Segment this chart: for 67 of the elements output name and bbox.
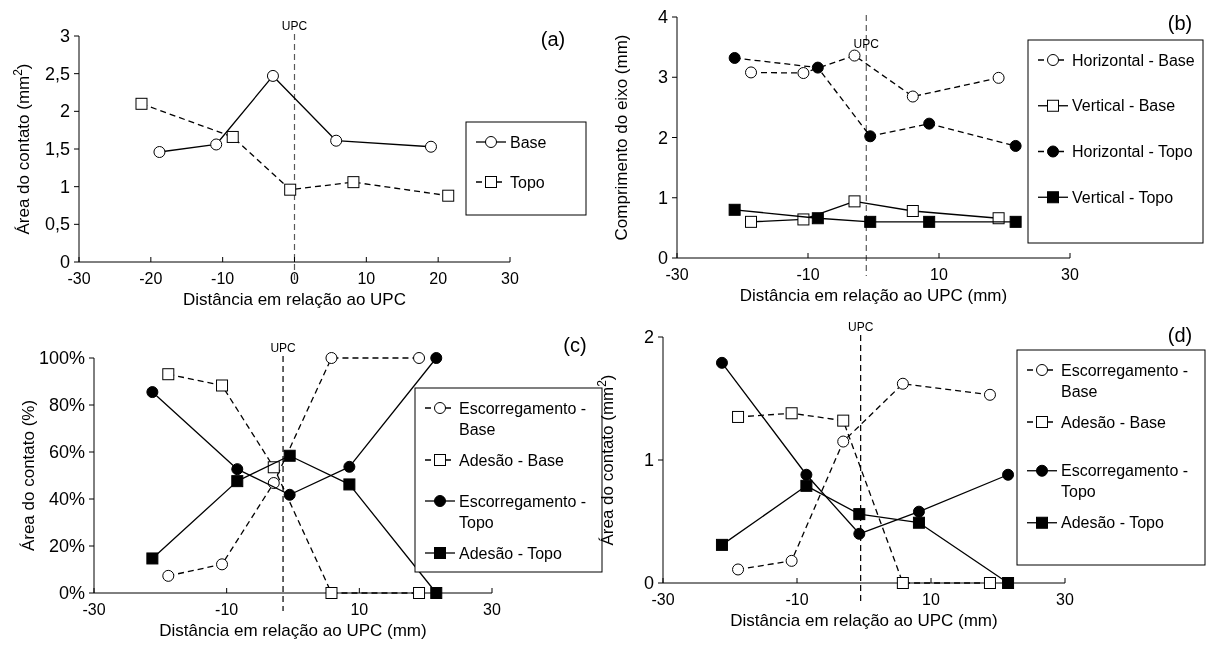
x-tick-label: 20 <box>429 270 448 287</box>
legend-label: Escorregamento - Base <box>1061 361 1189 400</box>
text: (c) <box>563 334 587 356</box>
legend-label: Base <box>510 133 547 151</box>
y-tick-label: 100% <box>38 348 85 368</box>
legend-label: Adesão - Base <box>459 451 565 469</box>
ref-line-label: UPC <box>847 320 874 334</box>
y-tick-label: 0 <box>643 573 654 593</box>
ref-line-label: UPC <box>281 19 308 33</box>
x-tick-label: 10 <box>357 270 376 287</box>
x-tick-label: -10 <box>215 601 239 618</box>
x-tick-label: 30 <box>483 601 501 618</box>
text: (b) <box>1167 12 1193 34</box>
ref-line-label: UPC <box>270 341 297 355</box>
y-tick-label: 60% <box>48 442 85 462</box>
y-tick-label: 0% <box>58 583 85 603</box>
x-tick-label: 10 <box>350 601 369 618</box>
legend-label: Escorregamento - Topo <box>1061 462 1189 501</box>
x-tick-label: -10 <box>796 266 820 283</box>
y-tick-label: 2 <box>59 101 70 122</box>
x-tick-label: -10 <box>785 591 809 608</box>
legend-label: Adesão - Base <box>1061 413 1167 431</box>
legend-label: Escorregamento - Base <box>459 399 587 438</box>
legend-label: Vertical - Topo <box>1072 188 1174 206</box>
x-tick-label: -30 <box>82 601 106 618</box>
y-tick-label: 80% <box>48 395 85 415</box>
x-tick-label: 10 <box>930 266 948 283</box>
y-axis-title: Comprimento do eixo (mm) <box>612 34 631 241</box>
x-tick-label: -20 <box>139 270 163 287</box>
y-tick-label: 3 <box>657 67 668 88</box>
x-axis-title: Distância em relação ao UPC (mm) <box>730 611 998 630</box>
y-tick-label: 1,5 <box>44 139 70 159</box>
legend-label: Vertical - Base <box>1072 97 1176 115</box>
y-tick-label: 20% <box>48 536 85 556</box>
y-tick-label: 0,5 <box>44 214 70 235</box>
y-tick-label: 1 <box>643 450 654 470</box>
x-axis-title: Distância em relação ao UPC <box>183 290 406 309</box>
y-tick-label: 4 <box>657 7 668 27</box>
text: (d) <box>1167 324 1193 346</box>
x-axis-title: Distância em relação ao UPC (mm) <box>739 286 1008 305</box>
x-tick-label: 10 <box>922 591 940 608</box>
x-axis-title: Distância em relação ao UPC (mm) <box>159 621 427 640</box>
ref-line-label: UPC <box>853 37 880 51</box>
y-tick-label: 2 <box>657 127 668 148</box>
x-tick-label: -10 <box>211 270 235 287</box>
x-tick-label: -30 <box>67 270 91 287</box>
legend-label: Horizontal - Base <box>1072 51 1195 69</box>
y-tick-label: 2,5 <box>44 63 70 84</box>
x-tick-label: 30 <box>501 270 519 287</box>
x-tick-label: -30 <box>651 591 675 608</box>
y-axis-title: Área do contato (%) <box>19 399 38 552</box>
x-tick-label: -30 <box>665 266 689 283</box>
x-tick-label: 30 <box>1061 266 1079 283</box>
legend-label: Topo <box>510 173 545 191</box>
x-tick-label: 0 <box>290 270 300 287</box>
x-tick-label: 30 <box>1056 591 1074 608</box>
y-tick-label: 2 <box>643 327 654 347</box>
legend-label: Adesão - Topo <box>459 544 562 562</box>
y-tick-label: 0 <box>657 248 668 268</box>
y-tick-label: 40% <box>48 489 85 509</box>
legend-label: Adesão - Topo <box>1061 514 1164 532</box>
legend-label: Horizontal - Topo <box>1072 143 1193 160</box>
text: (a) <box>540 28 566 50</box>
y-tick-label: 1 <box>657 187 668 208</box>
legend-label: Escorregamento - Topo <box>459 492 587 531</box>
y-tick-label: 3 <box>59 26 70 46</box>
y-tick-label: 1 <box>59 176 70 197</box>
